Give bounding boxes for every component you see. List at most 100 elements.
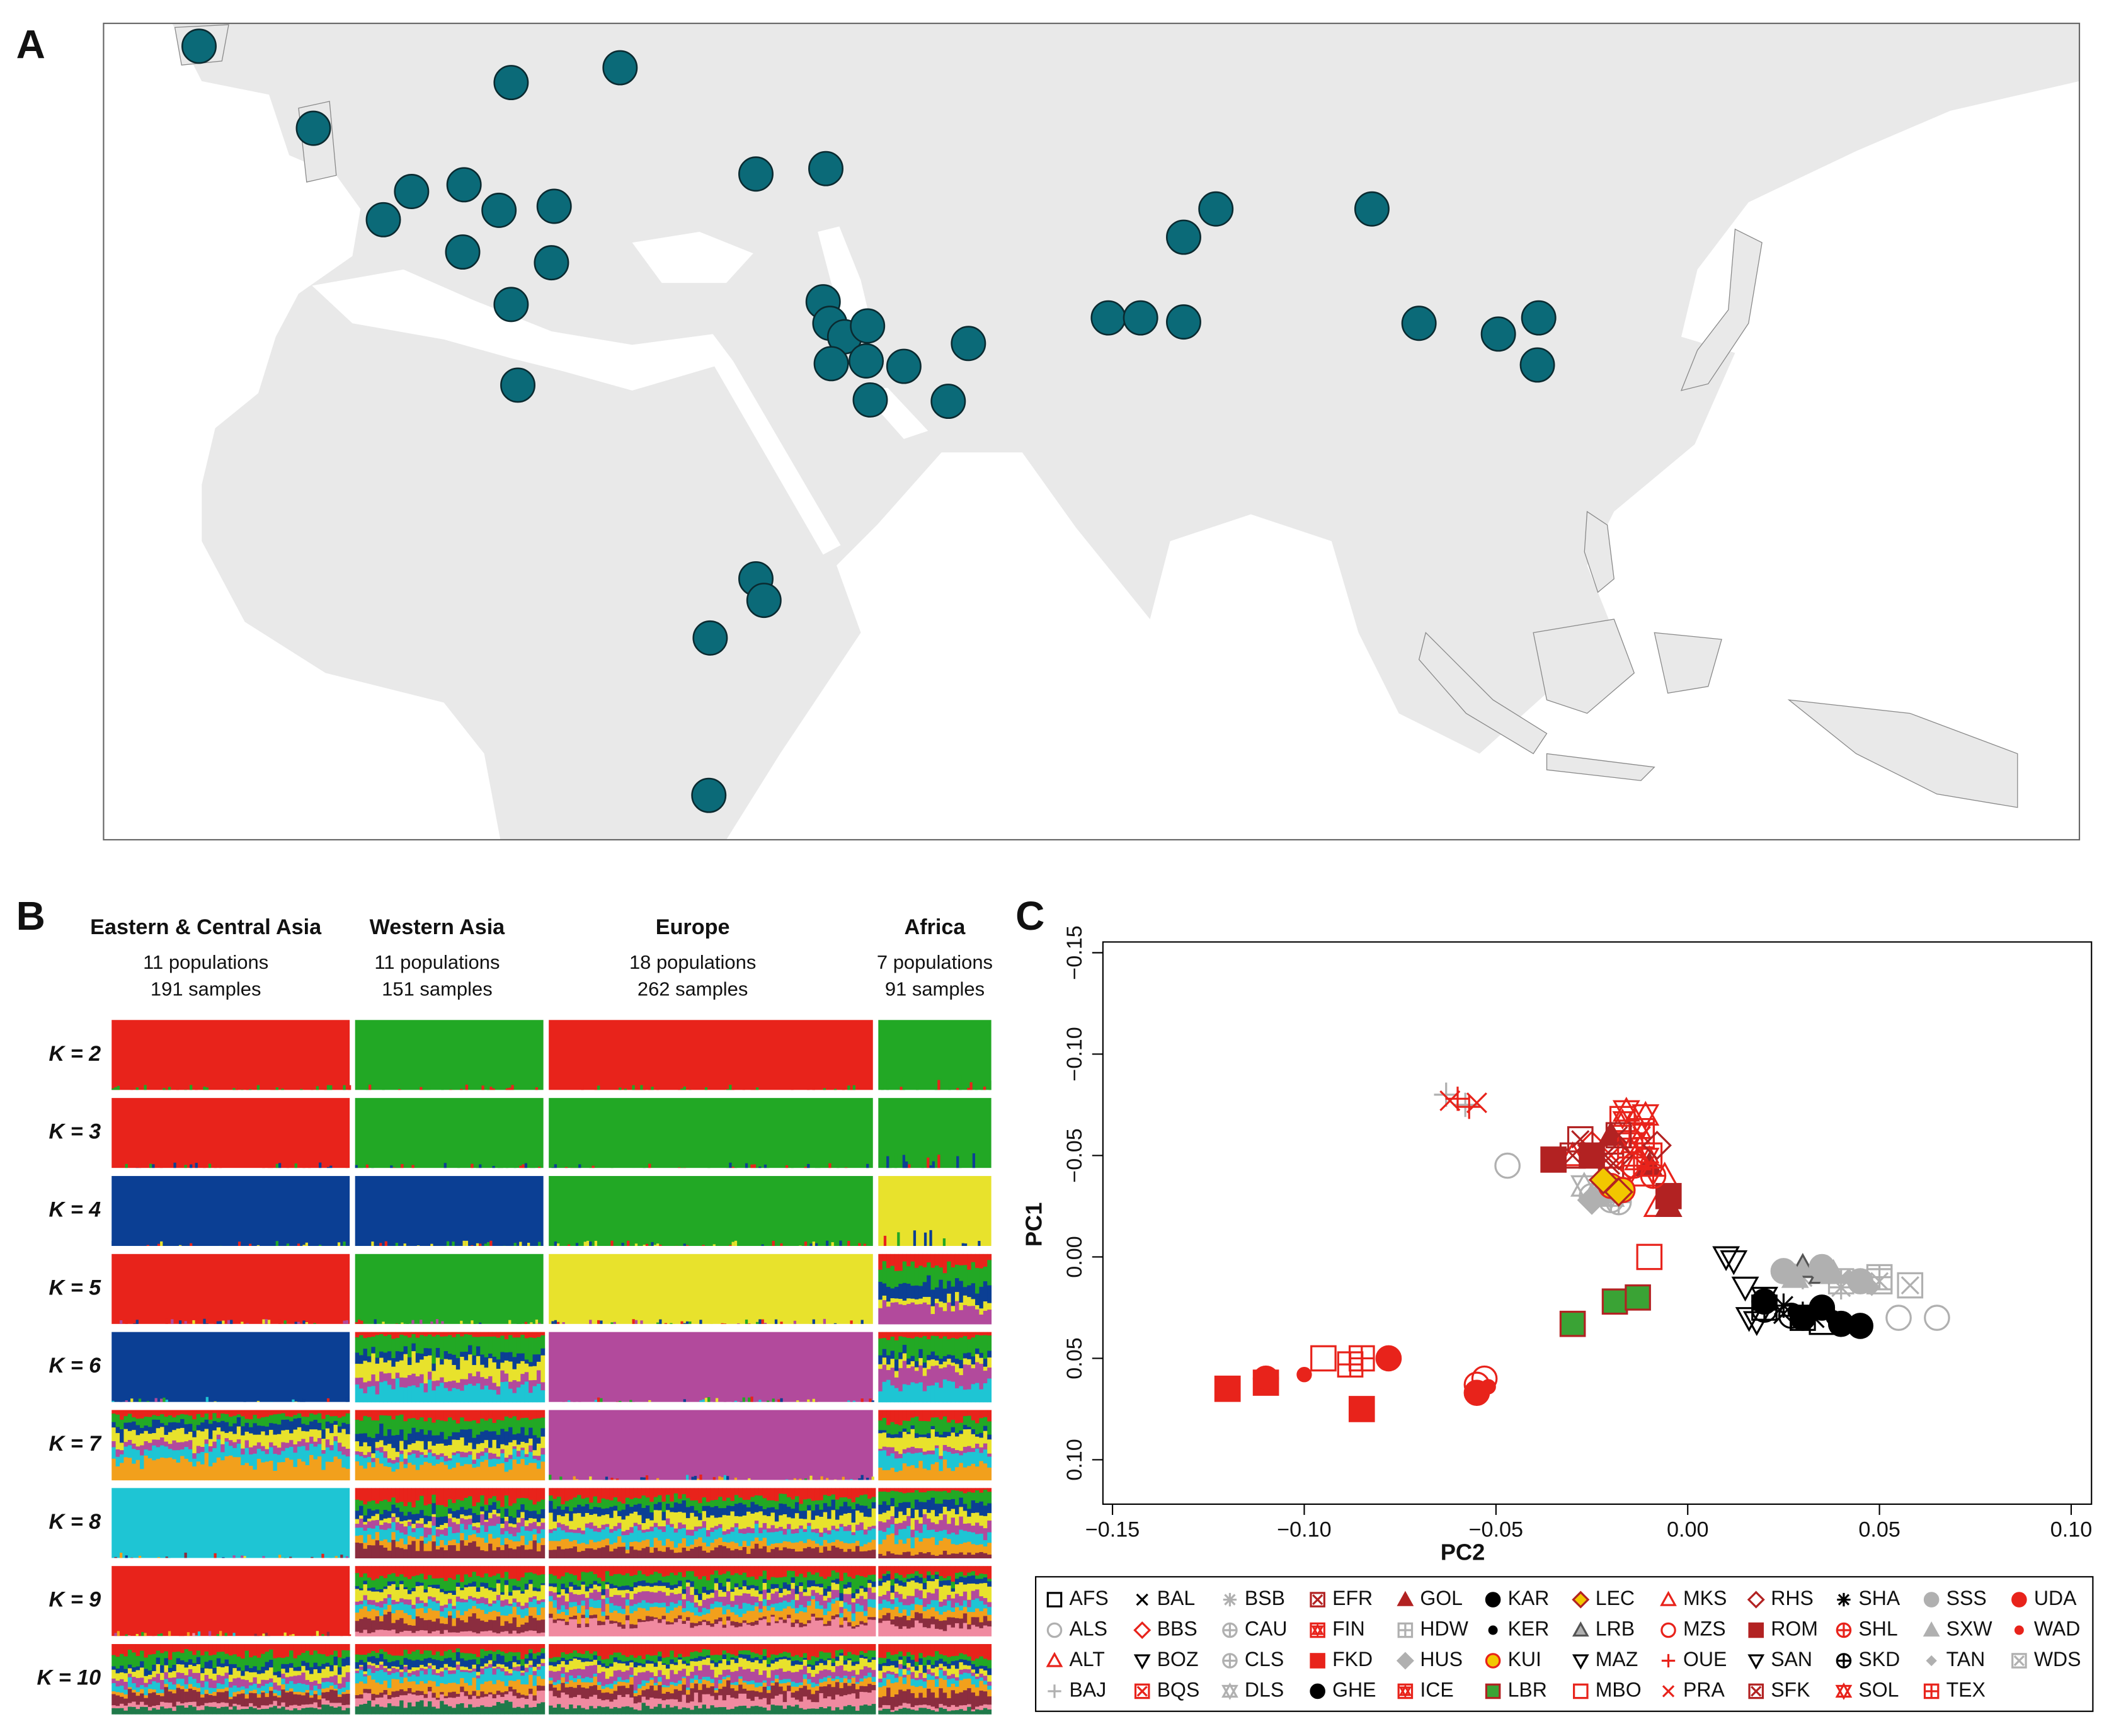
ancestry-segment xyxy=(321,1470,326,1481)
ancestry-segment xyxy=(111,1644,117,1656)
ancestry-noise xyxy=(871,1476,874,1480)
ancestry-segment xyxy=(894,1332,899,1341)
ancestry-segment xyxy=(460,1615,465,1621)
ancestry-segment xyxy=(625,1566,630,1574)
ancestry-segment xyxy=(767,1625,771,1636)
ancestry-segment xyxy=(859,1505,864,1514)
ancestry-segment xyxy=(500,1507,505,1519)
ancestry-segment xyxy=(791,1571,796,1578)
ancestry-noise xyxy=(157,1243,161,1246)
ancestry-segment xyxy=(387,1351,392,1361)
ancestry-noise xyxy=(254,1633,257,1636)
ancestry-segment xyxy=(983,1463,988,1481)
ancestry-segment xyxy=(930,1575,935,1580)
ancestry-noise xyxy=(203,1165,206,1168)
ancestry-segment xyxy=(144,1417,149,1426)
ancestry-segment xyxy=(835,1488,840,1500)
ancestry-segment xyxy=(934,1298,939,1304)
ancestry-segment xyxy=(540,1436,546,1449)
ancestry-segment xyxy=(152,1644,157,1655)
ancestry-segment xyxy=(906,1526,911,1539)
ancestry-segment xyxy=(212,1420,217,1431)
ancestry-segment xyxy=(653,1548,658,1558)
ancestry-segment xyxy=(387,1585,392,1595)
ancestry-segment xyxy=(787,1517,791,1525)
ancestry-segment xyxy=(963,1287,968,1296)
ancestry-segment xyxy=(168,1458,173,1481)
ancestry-segment xyxy=(403,1577,408,1588)
ancestry-segment xyxy=(500,1594,505,1601)
ancestry-segment xyxy=(147,1674,152,1680)
ancestry-segment xyxy=(435,1529,440,1537)
ancestry-segment xyxy=(500,1488,505,1507)
ancestry-noise xyxy=(208,1631,212,1636)
ancestry-segment xyxy=(746,1603,751,1611)
ancestry-segment xyxy=(472,1449,477,1461)
ancestry-segment xyxy=(859,1621,864,1625)
ancestry-segment xyxy=(480,1586,485,1598)
ancestry-segment xyxy=(500,1550,505,1558)
ancestry-segment xyxy=(241,1465,246,1481)
ancestry-segment xyxy=(942,1410,947,1417)
ancestry-segment xyxy=(269,1461,273,1481)
ancestry-segment xyxy=(807,1606,811,1621)
ancestry-segment xyxy=(971,1337,976,1357)
ancestry-segment xyxy=(277,1410,282,1415)
ancestry-segment xyxy=(115,1433,120,1450)
site-dot xyxy=(500,367,536,403)
ancestry-segment xyxy=(855,1504,860,1511)
ancestry-segment xyxy=(774,1577,779,1585)
ancestry-segment xyxy=(722,1596,727,1606)
ancestry-segment xyxy=(882,1253,887,1262)
ancestry-segment xyxy=(710,1574,715,1590)
ancestry-segment xyxy=(726,1579,731,1582)
ancestry-segment xyxy=(690,1628,695,1636)
ancestry-segment xyxy=(867,1499,872,1509)
ancestry-segment xyxy=(706,1621,711,1626)
ancestry-segment xyxy=(363,1600,368,1607)
ancestry-segment xyxy=(359,1604,363,1609)
ancestry-segment xyxy=(930,1267,935,1291)
ancestry-segment xyxy=(983,1516,988,1529)
ancestry-segment xyxy=(819,1536,824,1546)
ancestry-segment xyxy=(123,1410,129,1417)
ancestry-segment xyxy=(564,1625,569,1636)
ancestry-segment xyxy=(273,1414,278,1424)
ancestry-segment xyxy=(359,1355,363,1364)
ancestry-segment xyxy=(867,1607,872,1618)
ancestry-segment xyxy=(722,1606,727,1615)
ancestry-segment xyxy=(443,1359,449,1383)
ancestry-segment xyxy=(782,1566,787,1577)
ancestry-segment xyxy=(847,1577,852,1583)
ancestry-segment xyxy=(954,1618,959,1624)
ancestry-segment xyxy=(714,1578,719,1584)
ancestry-segment xyxy=(399,1332,404,1335)
ancestry-segment xyxy=(556,1515,561,1524)
ancestry-segment xyxy=(204,1429,209,1440)
ancestry-segment xyxy=(435,1603,440,1611)
ancestry-segment xyxy=(685,1498,690,1508)
ancestry-noise xyxy=(942,1238,946,1246)
ancestry-segment xyxy=(484,1621,489,1632)
group-name: Western Asia xyxy=(370,915,506,939)
ancestry-segment xyxy=(927,1421,931,1434)
ancestry-segment xyxy=(633,1566,638,1575)
ancestry-noise xyxy=(237,1242,241,1246)
ancestry-noise xyxy=(809,1243,813,1246)
ancestry-segment xyxy=(698,1625,703,1636)
ancestry-segment xyxy=(484,1332,489,1337)
ancestry-noise xyxy=(661,1242,665,1246)
ancestry-segment xyxy=(886,1425,891,1434)
ancestry-segment xyxy=(653,1572,658,1584)
ancestry-segment xyxy=(690,1581,695,1588)
ancestry-segment xyxy=(827,1577,832,1587)
ancestry-segment xyxy=(176,1442,181,1451)
ancestry-noise xyxy=(508,1320,512,1324)
ancestry-segment xyxy=(387,1594,392,1599)
ancestry-noise xyxy=(181,1633,185,1636)
ancestry-block xyxy=(111,1175,350,1246)
ancestry-segment xyxy=(653,1510,658,1524)
ancestry-segment xyxy=(132,1430,137,1444)
ancestry-segment xyxy=(132,1683,137,1691)
ancestry-segment xyxy=(496,1573,501,1580)
